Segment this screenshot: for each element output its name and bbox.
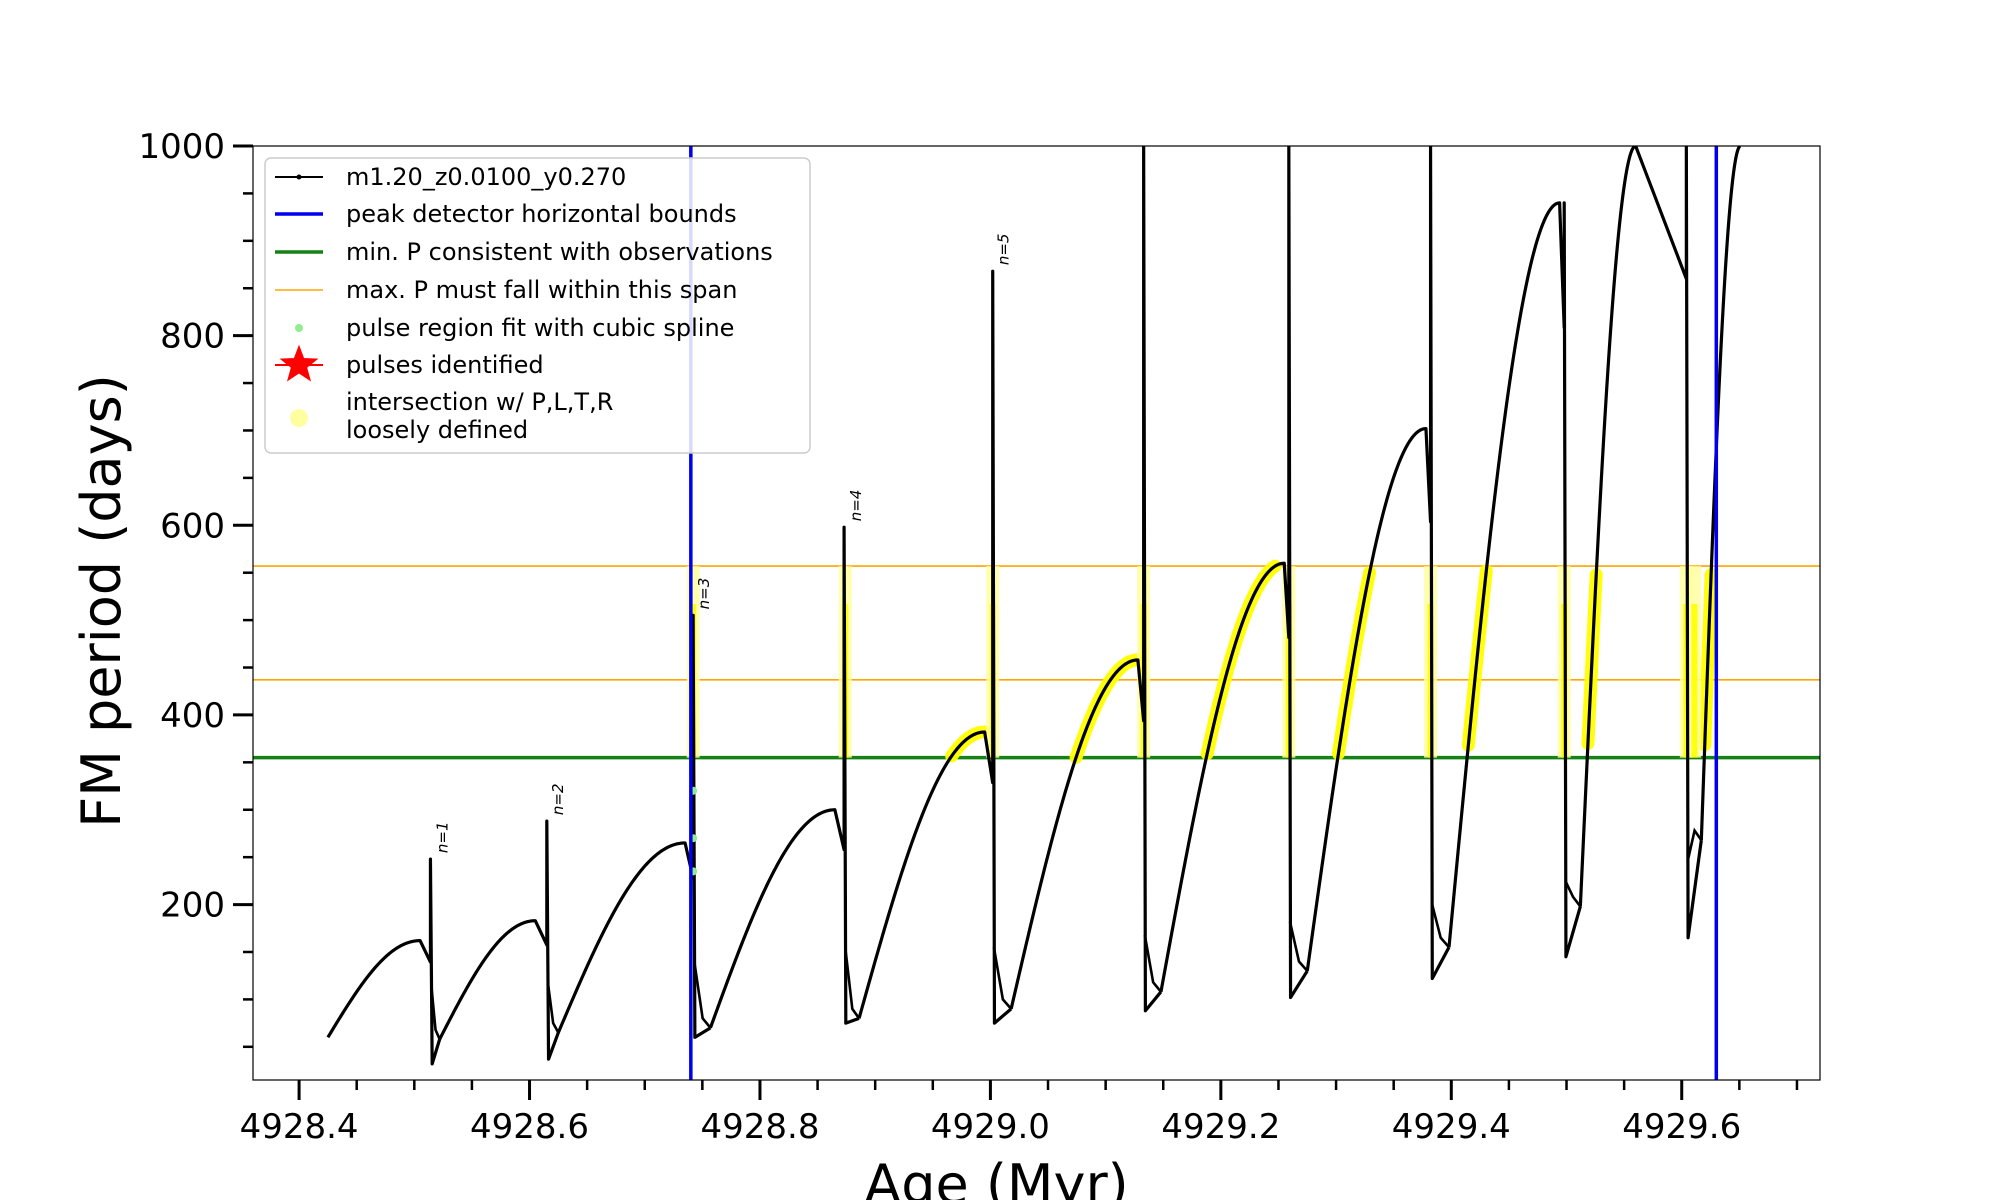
track-descent-7 (1288, 921, 1309, 972)
legend-label: min. P consistent with observations (346, 238, 773, 266)
legend-label: intersection w/ P,L,T,R (346, 388, 613, 416)
pulse-label: n=5 (995, 234, 1013, 266)
y-axis-label: FM period (days) (70, 374, 133, 828)
track-descent-5 (992, 947, 1013, 1010)
pulse-label: n=1 (434, 821, 452, 853)
legend-label-line2: loosely defined (346, 416, 528, 444)
x-tick-label: 4928.6 (470, 1107, 589, 1147)
x-tick-label: 4928.4 (240, 1107, 359, 1147)
legend-label: pulses identified (346, 351, 544, 379)
track-descent-3 (693, 961, 712, 1029)
intersection-band-6 (1069, 653, 1145, 764)
pulse-label: n=2 (549, 784, 567, 816)
track-descent-8 (1430, 902, 1450, 949)
legend-label: peak detector horizontal bounds (346, 200, 737, 228)
track-cycle-9 (1447, 201, 1582, 959)
series-layer (253, 146, 1820, 1080)
x-tick-label: 4929.0 (931, 1107, 1050, 1147)
legend-item-1: m1.20_z0.0100_y0.270 (275, 163, 626, 191)
track-cycle-10 (1578, 146, 1703, 940)
x-tick-label: 4929.6 (1622, 1107, 1741, 1147)
y-tick-label: 400 (160, 696, 225, 736)
plot-frame (252, 145, 1821, 1081)
track-descent-10 (1686, 827, 1703, 863)
legend-star-icon (279, 344, 319, 382)
track-cycle-5 (857, 269, 1013, 1025)
legend-label: pulse region fit with cubic spline (346, 314, 734, 342)
track-descent-1 (430, 987, 441, 1040)
legend-item-5: pulse region fit with cubic spline (295, 314, 734, 342)
track-cycle-8 (1305, 146, 1451, 981)
legend-label: max. P must fall within this span (346, 276, 737, 304)
pulse-label: n=3 (695, 578, 713, 610)
ticks-layer: 4928.4 4928.6 4928.8 4929.0 4929.2 4929.4 4929… (138, 127, 1799, 1147)
x-tick-label: 4929.4 (1392, 1107, 1511, 1147)
legend-item-4: max. P must fall within this span (275, 276, 737, 304)
track-cycle-11 (1699, 146, 1742, 841)
track-descent-4 (843, 947, 861, 1020)
track-cycle-4 (708, 525, 860, 1029)
intersection-band-5 (945, 725, 992, 763)
legend-label: m1.20_z0.0100_y0.270 (346, 163, 626, 191)
pulse-labels: n=1 n=2 n=3 n=4 n=5 (434, 234, 1013, 854)
track-cycle-2 (438, 819, 560, 1061)
y-tick-label: 200 (160, 886, 225, 926)
x-tick-label: 4929.2 (1161, 1107, 1280, 1147)
y-tick-label: 600 (160, 506, 225, 546)
track-cycle-3 (556, 613, 712, 1039)
x-axis-label: Age (Myr) (864, 1153, 1129, 1200)
track-descent-6 (1143, 934, 1162, 993)
legend-item-3: min. P consistent with observations (275, 238, 773, 266)
legend-swatch-dot (295, 324, 303, 332)
track-descent-2 (546, 983, 560, 1034)
x-tick-label: 4928.8 (700, 1107, 819, 1147)
legend-item-6: pulses identified (275, 344, 544, 382)
legend-box (264, 157, 811, 454)
y-tick-label: 800 (160, 317, 225, 357)
track-cycle-7 (1159, 146, 1309, 1000)
legend-swatch-dot (290, 409, 308, 427)
intersection-band-7 (1200, 559, 1282, 761)
track-cycle-1 (326, 857, 442, 1066)
track-descent-9 (1564, 880, 1582, 908)
y-tick-label: 1000 (138, 127, 225, 167)
legend-item-2: peak detector horizontal bounds (275, 200, 737, 228)
track-cycle-6 (1009, 146, 1163, 1013)
legend-swatch-dot (296, 174, 302, 180)
pulse-label: n=4 (847, 490, 865, 522)
